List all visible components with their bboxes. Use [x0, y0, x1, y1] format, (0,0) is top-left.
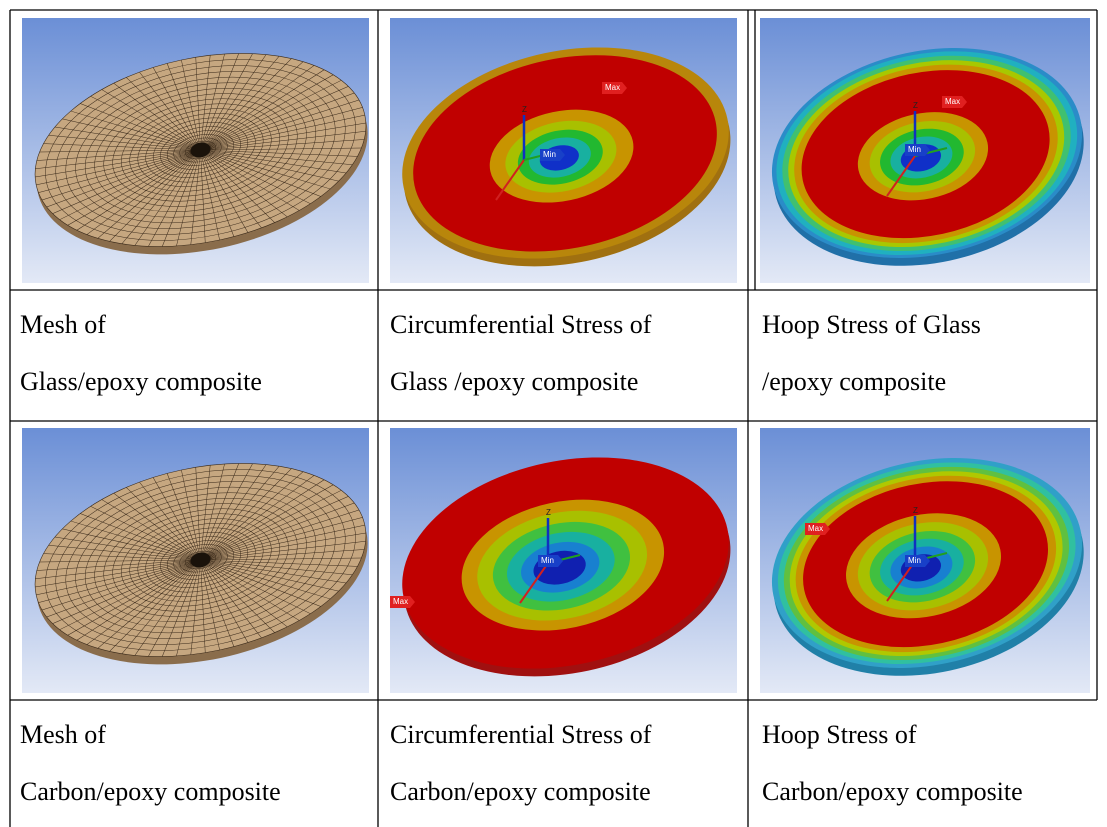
caption-line: Carbon/epoxy composite	[390, 777, 651, 806]
caption-line: Mesh of	[20, 310, 106, 339]
stress-figure: Z Max Min	[382, 18, 750, 295]
axis-label: Z	[546, 508, 551, 517]
page: Z Max Min Z Max Min Z Max Min Z Max Min Mesh of Glas…	[0, 0, 1107, 827]
caption-line: Circumferential Stress of	[390, 720, 652, 749]
caption-line: Glass/epoxy composite	[20, 367, 262, 396]
result-tag-label: Max	[945, 97, 960, 106]
caption-line: Carbon/epoxy composite	[20, 777, 281, 806]
caption-line: /epoxy composite	[762, 367, 946, 396]
result-tag-label: Max	[808, 524, 823, 533]
result-tag-label: Min	[543, 150, 556, 159]
stress-figure: Z Max Min	[382, 428, 750, 705]
caption-line: Hoop Stress of	[762, 720, 917, 749]
result-tag-label: Min	[908, 556, 921, 565]
caption-line: Carbon/epoxy composite	[762, 777, 1023, 806]
stress-figure: Z Max Min	[752, 428, 1103, 703]
mesh-figure	[17, 428, 386, 693]
result-tag-label: Max	[605, 83, 620, 92]
caption-line: Circumferential Stress of	[390, 310, 652, 339]
caption-line: Hoop Stress of Glass	[762, 310, 981, 339]
figures: Z Max Min Z Max Min Z Max Min Z Max Min	[17, 18, 1103, 705]
caption-line: Glass /epoxy composite	[390, 367, 638, 396]
axis-label: Z	[913, 101, 918, 110]
caption-line: Mesh of	[20, 720, 106, 749]
stress-figure: Z Max Min	[752, 18, 1103, 293]
result-tag-label: Min	[541, 556, 554, 565]
result-tag-label: Max	[393, 597, 408, 606]
axis-label: Z	[913, 506, 918, 515]
mesh-figure	[17, 18, 386, 283]
result-tag-label: Min	[908, 145, 921, 154]
axis-label: Z	[522, 105, 527, 114]
